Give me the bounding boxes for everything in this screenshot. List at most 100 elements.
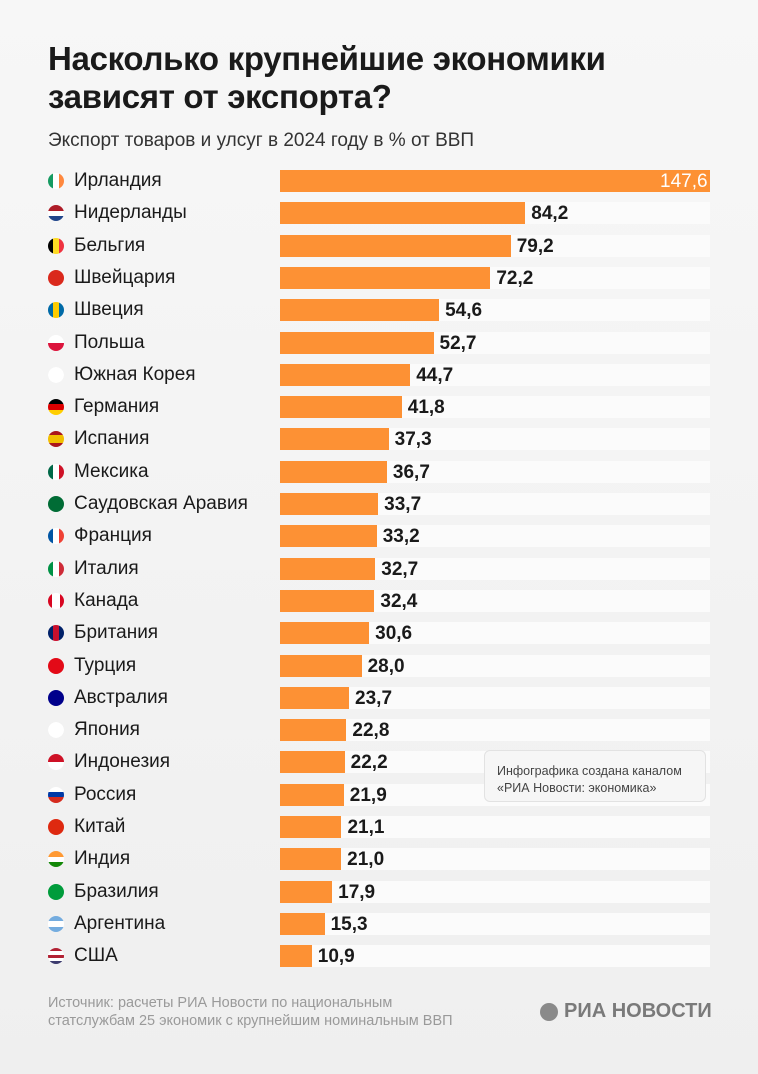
category-label: Саудовская Аравия — [74, 493, 248, 514]
mexico-flag-icon — [48, 463, 64, 480]
category-label: Южная Корея — [74, 363, 196, 385]
bar-row: Ирландия 147,6 — [48, 168, 728, 194]
category-label: Британия — [74, 622, 159, 644]
bar — [280, 622, 370, 645]
bar — [280, 525, 377, 548]
value-label: 15,3 — [330, 913, 368, 935]
value-label: 44,7 — [416, 364, 454, 386]
category-label: Бразилия — [74, 880, 159, 902]
bar — [280, 557, 376, 580]
value-label: 36,7 — [392, 461, 430, 483]
bar-row: Индия 21,0 — [48, 846, 728, 872]
bar-row: Япония 22,8 — [48, 717, 728, 743]
bar-track — [280, 557, 710, 580]
category-label: Бельгия — [74, 234, 146, 256]
bar-track — [280, 654, 710, 677]
bar-row: Турция 28,0 — [48, 653, 728, 679]
bar — [280, 428, 389, 451]
value-label: 32,7 — [381, 558, 419, 580]
value-label: 22,8 — [352, 720, 390, 742]
source-note: Источник: расчеты РИА Новости по национа… — [48, 994, 453, 1030]
value-label: 41,8 — [407, 397, 445, 419]
bar — [280, 234, 511, 257]
bar — [280, 460, 387, 483]
bar-row: Италия 32,7 — [48, 556, 728, 582]
bar-row: Австралия 23,7 — [48, 685, 728, 711]
category-label: Россия — [74, 783, 137, 805]
bar-row: Швеция 54,6 — [48, 297, 728, 323]
bar-row: Швейцария 72,2 — [48, 265, 728, 291]
category-label: Турция — [74, 654, 137, 676]
value-label: 79,2 — [516, 235, 554, 257]
bar — [280, 945, 312, 968]
category-label: Индонезия — [74, 751, 171, 773]
category-label: Германия — [74, 396, 160, 418]
category-label: Аргентина — [74, 912, 166, 934]
bar-row: Аргентина 15,3 — [48, 911, 728, 937]
bar-track — [280, 880, 710, 903]
bar-track — [280, 848, 710, 871]
netherlands-flag-icon — [48, 205, 64, 222]
bar-row: Германия 41,8 — [48, 394, 728, 420]
bar — [280, 493, 379, 515]
bar — [280, 170, 710, 192]
value-label: 21,0 — [347, 849, 385, 871]
bar — [280, 654, 362, 677]
indonesia-flag-icon — [48, 754, 64, 771]
bar — [280, 589, 375, 612]
bar-row: Канада 32,4 — [48, 588, 728, 614]
sweden-flag-icon — [48, 302, 64, 319]
bar — [280, 363, 411, 386]
spain-flag-icon — [48, 431, 64, 448]
category-label: Ирландия — [74, 170, 162, 191]
bar — [280, 266, 491, 289]
bar-row: Саудовская Аравия 33,7 — [48, 491, 728, 517]
uk-flag-icon — [48, 625, 64, 642]
category-label: Швейцария — [74, 266, 176, 288]
bar — [280, 912, 325, 935]
value-label: 147,6 — [660, 171, 708, 192]
ria-logo: РИА НОВОСТИ — [540, 1000, 712, 1023]
bar-row: Нидерланды 84,2 — [48, 200, 728, 226]
bar — [280, 816, 342, 838]
canada-flag-icon — [48, 592, 64, 609]
bar-row: Франция 33,2 — [48, 523, 728, 549]
category-label: Нидерланды — [74, 202, 187, 224]
category-label: Швеция — [74, 299, 144, 321]
india-flag-icon — [48, 851, 64, 868]
belgium-flag-icon — [48, 237, 64, 254]
bar-track — [280, 622, 710, 645]
ireland-flag-icon — [48, 173, 64, 189]
bar-track — [280, 525, 710, 548]
bar — [280, 202, 526, 225]
category-label: Австралия — [74, 686, 168, 708]
bar — [280, 719, 347, 742]
bar-row: Южная Корея 44,7 — [48, 362, 728, 388]
china-flag-icon — [48, 819, 64, 835]
category-label: Индия — [74, 848, 131, 870]
germany-flag-icon — [48, 399, 64, 416]
category-label: Испания — [74, 428, 150, 450]
bar-row: Бельгия 79,2 — [48, 233, 728, 259]
bar-track — [280, 912, 710, 935]
value-label: 28,0 — [367, 655, 405, 677]
value-label: 33,2 — [382, 526, 420, 548]
bar — [280, 396, 402, 419]
channel-note: Инфографика создана каналом «РИА Новости… — [484, 750, 706, 802]
switzerland-flag-icon — [48, 269, 64, 286]
bar-track — [280, 719, 710, 742]
category-label: США — [74, 945, 118, 967]
france-flag-icon — [48, 528, 64, 545]
bar-track — [280, 460, 710, 483]
bar-track — [280, 686, 710, 709]
category-label: Канада — [74, 589, 139, 611]
argentina-flag-icon — [48, 915, 64, 932]
value-label: 84,2 — [531, 203, 569, 225]
bar — [280, 331, 434, 354]
value-label: 54,6 — [445, 300, 483, 322]
bar-track — [280, 589, 710, 612]
italy-flag-icon — [48, 560, 64, 577]
russia-flag-icon — [48, 786, 64, 803]
category-label: Мексика — [74, 460, 149, 482]
bar-row: Мексика 36,7 — [48, 459, 728, 485]
